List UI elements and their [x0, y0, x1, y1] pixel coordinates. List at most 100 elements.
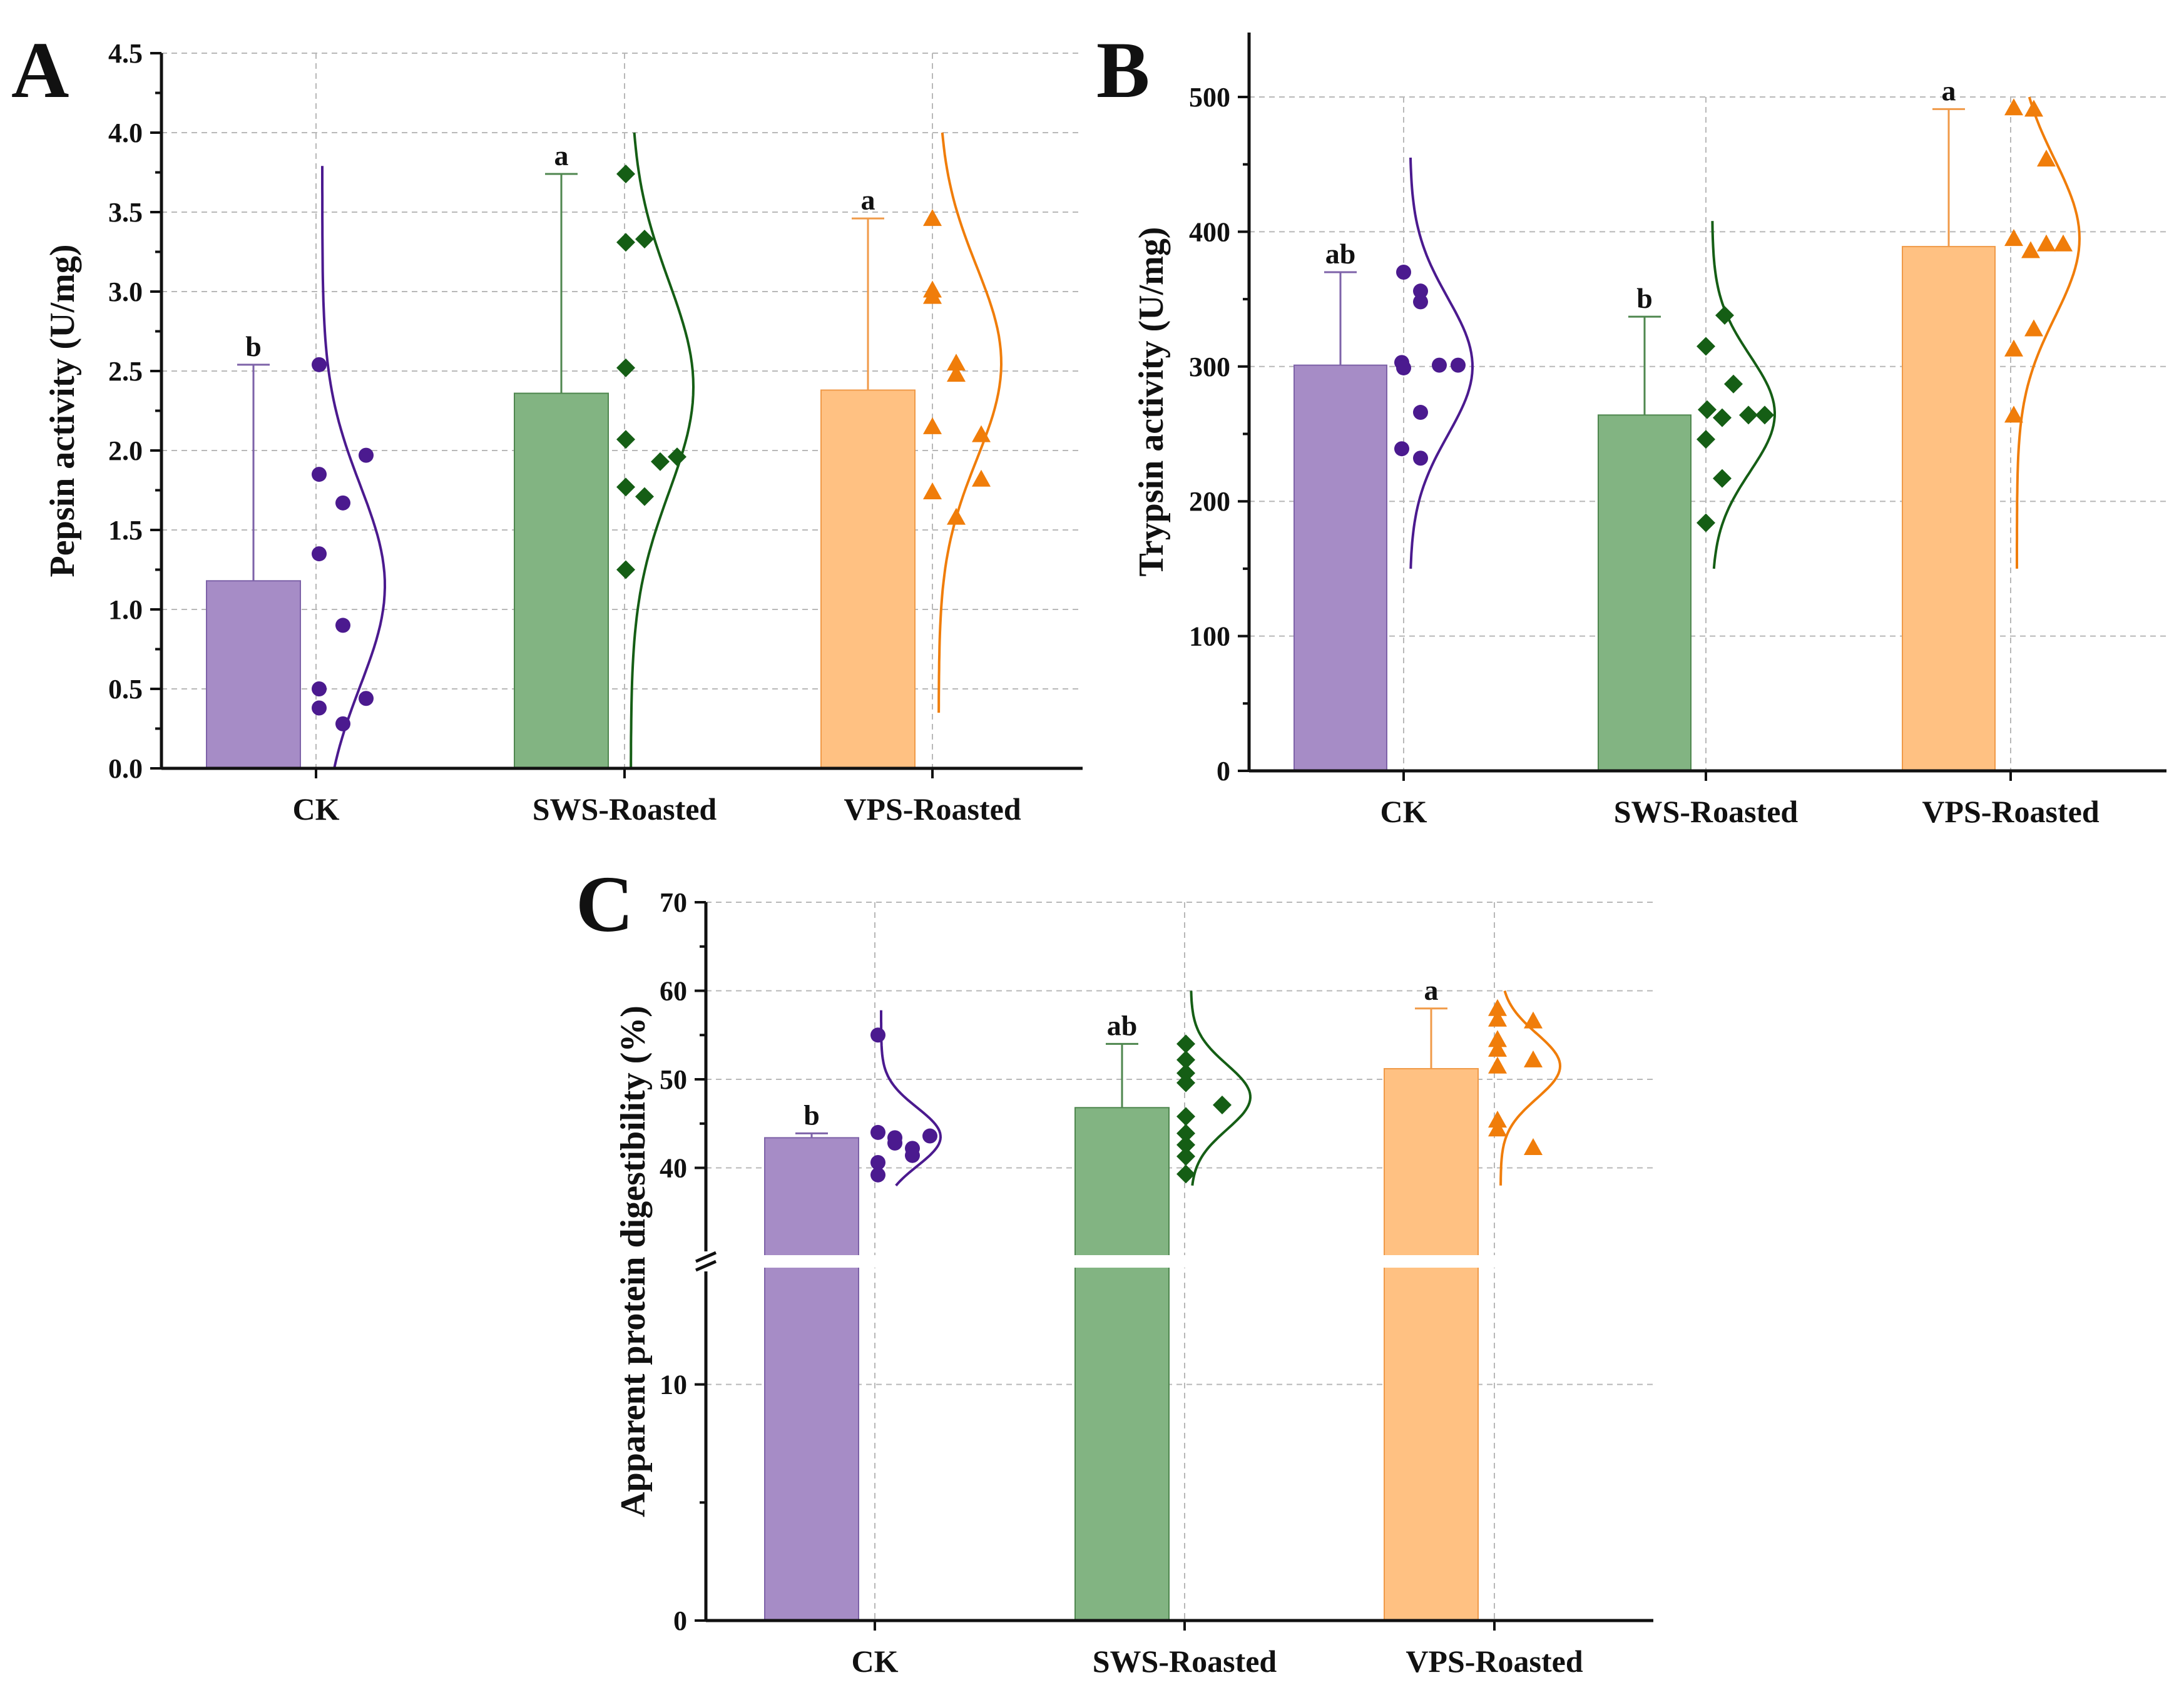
- data-point-triangle: [1524, 1050, 1543, 1067]
- data-point-circle: [922, 1128, 937, 1144]
- data-point-triangle: [1488, 1119, 1507, 1137]
- x-tick-label: VPS-Roasted: [1406, 1644, 1583, 1679]
- bar: [514, 392, 609, 769]
- data-point-diamond: [616, 477, 635, 497]
- data-point-triangle: [2021, 241, 2040, 258]
- data-point-circle: [870, 1027, 885, 1043]
- x-tick-label: CK: [852, 1644, 899, 1679]
- data-point-diamond: [616, 165, 635, 184]
- data-point-triangle: [1488, 1111, 1507, 1128]
- data-point-diamond: [1698, 400, 1717, 419]
- panel-label: B: [1096, 26, 1150, 115]
- data-point-triangle: [2024, 99, 2043, 117]
- data-point-circle: [335, 716, 350, 731]
- data-point-circle: [359, 447, 374, 463]
- data-point-triangle: [2004, 405, 2023, 423]
- x-tick-label: SWS-Roasted: [1614, 794, 1799, 829]
- distribution-curve: [1711, 221, 1777, 569]
- y-tick-label: 70: [660, 887, 687, 918]
- data-point-triangle: [947, 507, 966, 525]
- significance-letter: a: [1942, 74, 1956, 106]
- data-point-diamond: [616, 560, 635, 579]
- bar: [764, 1266, 859, 1621]
- distribution-curve: [1499, 990, 1562, 1186]
- data-point-diamond: [1176, 1064, 1195, 1083]
- y-tick-label: 200: [1189, 486, 1230, 517]
- data-point-triangle: [2004, 339, 2023, 357]
- data-point-diamond: [616, 358, 635, 377]
- data-point-triangle: [2024, 319, 2043, 337]
- data-point-diamond: [1715, 305, 1734, 325]
- data-point-triangle: [947, 354, 966, 371]
- y-tick-label: 1.5: [108, 515, 143, 546]
- data-point-diamond: [1176, 1050, 1195, 1069]
- significance-letter: a: [554, 140, 569, 171]
- data-point-diamond: [1739, 405, 1758, 425]
- x-tick-label: VPS-Roasted: [1922, 794, 2100, 829]
- y-axis-label: Apparent protein digestibility (%): [614, 1005, 653, 1517]
- y-tick-label: 4.0: [108, 118, 143, 148]
- distribution-curve: [1409, 157, 1474, 569]
- bar: [1902, 246, 1996, 771]
- y-tick-label: 2.0: [108, 435, 143, 466]
- y-tick-label: 3.5: [108, 197, 143, 228]
- chart-panel-a: A Pepsin activity (U/mg) b CK a SWS-Roasted a V…: [11, 26, 1083, 827]
- y-axis-label: Pepsin activity (U/mg): [43, 245, 82, 578]
- data-point-diamond: [635, 487, 654, 506]
- bar: [1384, 1068, 1479, 1258]
- data-point-circle: [335, 618, 350, 633]
- panel-label: A: [11, 26, 69, 115]
- bar: [1598, 414, 1692, 771]
- significance-letter: ab: [1325, 238, 1356, 270]
- panel-label: C: [576, 860, 633, 949]
- data-point-circle: [312, 546, 327, 562]
- data-point-diamond: [1176, 1135, 1195, 1154]
- data-point-triangle: [2037, 150, 2056, 167]
- data-point-circle: [905, 1148, 920, 1163]
- y-tick-label: 3.0: [108, 277, 143, 307]
- bar: [764, 1137, 859, 1258]
- data-point-diamond: [1176, 1107, 1195, 1126]
- data-point-circle: [870, 1167, 885, 1183]
- data-point-triangle: [2054, 234, 2073, 252]
- axis-break-mark: [695, 1260, 717, 1272]
- data-point-circle: [359, 691, 374, 706]
- chart-panel-c: C Apparent protein digestibility (%) b CK ab…: [576, 860, 2184, 1679]
- y-tick-label: 0: [673, 1606, 687, 1636]
- bar: [1074, 1107, 1170, 1258]
- chart-panel-b: B Trypsin activity (U/mg) ab CK b SWS-Roasted…: [1096, 26, 2166, 829]
- data-point-diamond: [1176, 1147, 1195, 1166]
- data-point-triangle: [1524, 1011, 1543, 1029]
- data-point-diamond: [668, 447, 686, 467]
- data-point-triangle: [1488, 999, 1507, 1016]
- data-point-diamond: [1713, 408, 1732, 427]
- data-point-diamond: [1176, 1073, 1195, 1092]
- data-point-circle: [312, 700, 327, 716]
- bar: [206, 580, 301, 770]
- data-point-diamond: [1697, 337, 1715, 356]
- data-point-diamond: [1713, 469, 1732, 488]
- significance-letter: a: [1424, 974, 1439, 1006]
- data-point-triangle: [972, 425, 991, 442]
- data-point-diamond: [1176, 1124, 1195, 1143]
- x-tick-label: SWS-Roasted: [533, 792, 717, 827]
- y-tick-label: 10: [660, 1370, 687, 1400]
- y-tick-label: 300: [1189, 352, 1230, 382]
- distribution-curve: [937, 132, 1003, 713]
- axis-break-gap: [687, 1255, 2184, 1268]
- data-point-triangle: [923, 209, 942, 227]
- significance-letter: a: [861, 184, 875, 216]
- data-point-diamond: [1213, 1096, 1232, 1115]
- distribution-curve: [321, 166, 387, 769]
- y-tick-label: 500: [1189, 82, 1230, 113]
- y-axis-label: Trypsin activity (U/mg): [1132, 227, 1171, 577]
- data-point-circle: [1413, 405, 1428, 420]
- significance-letter: b: [1636, 282, 1653, 314]
- bar: [820, 389, 916, 769]
- data-point-circle: [887, 1135, 902, 1151]
- data-point-circle: [312, 357, 327, 372]
- y-tick-label: 2.5: [108, 356, 143, 387]
- bar: [1074, 1266, 1170, 1621]
- data-point-diamond: [1697, 430, 1715, 449]
